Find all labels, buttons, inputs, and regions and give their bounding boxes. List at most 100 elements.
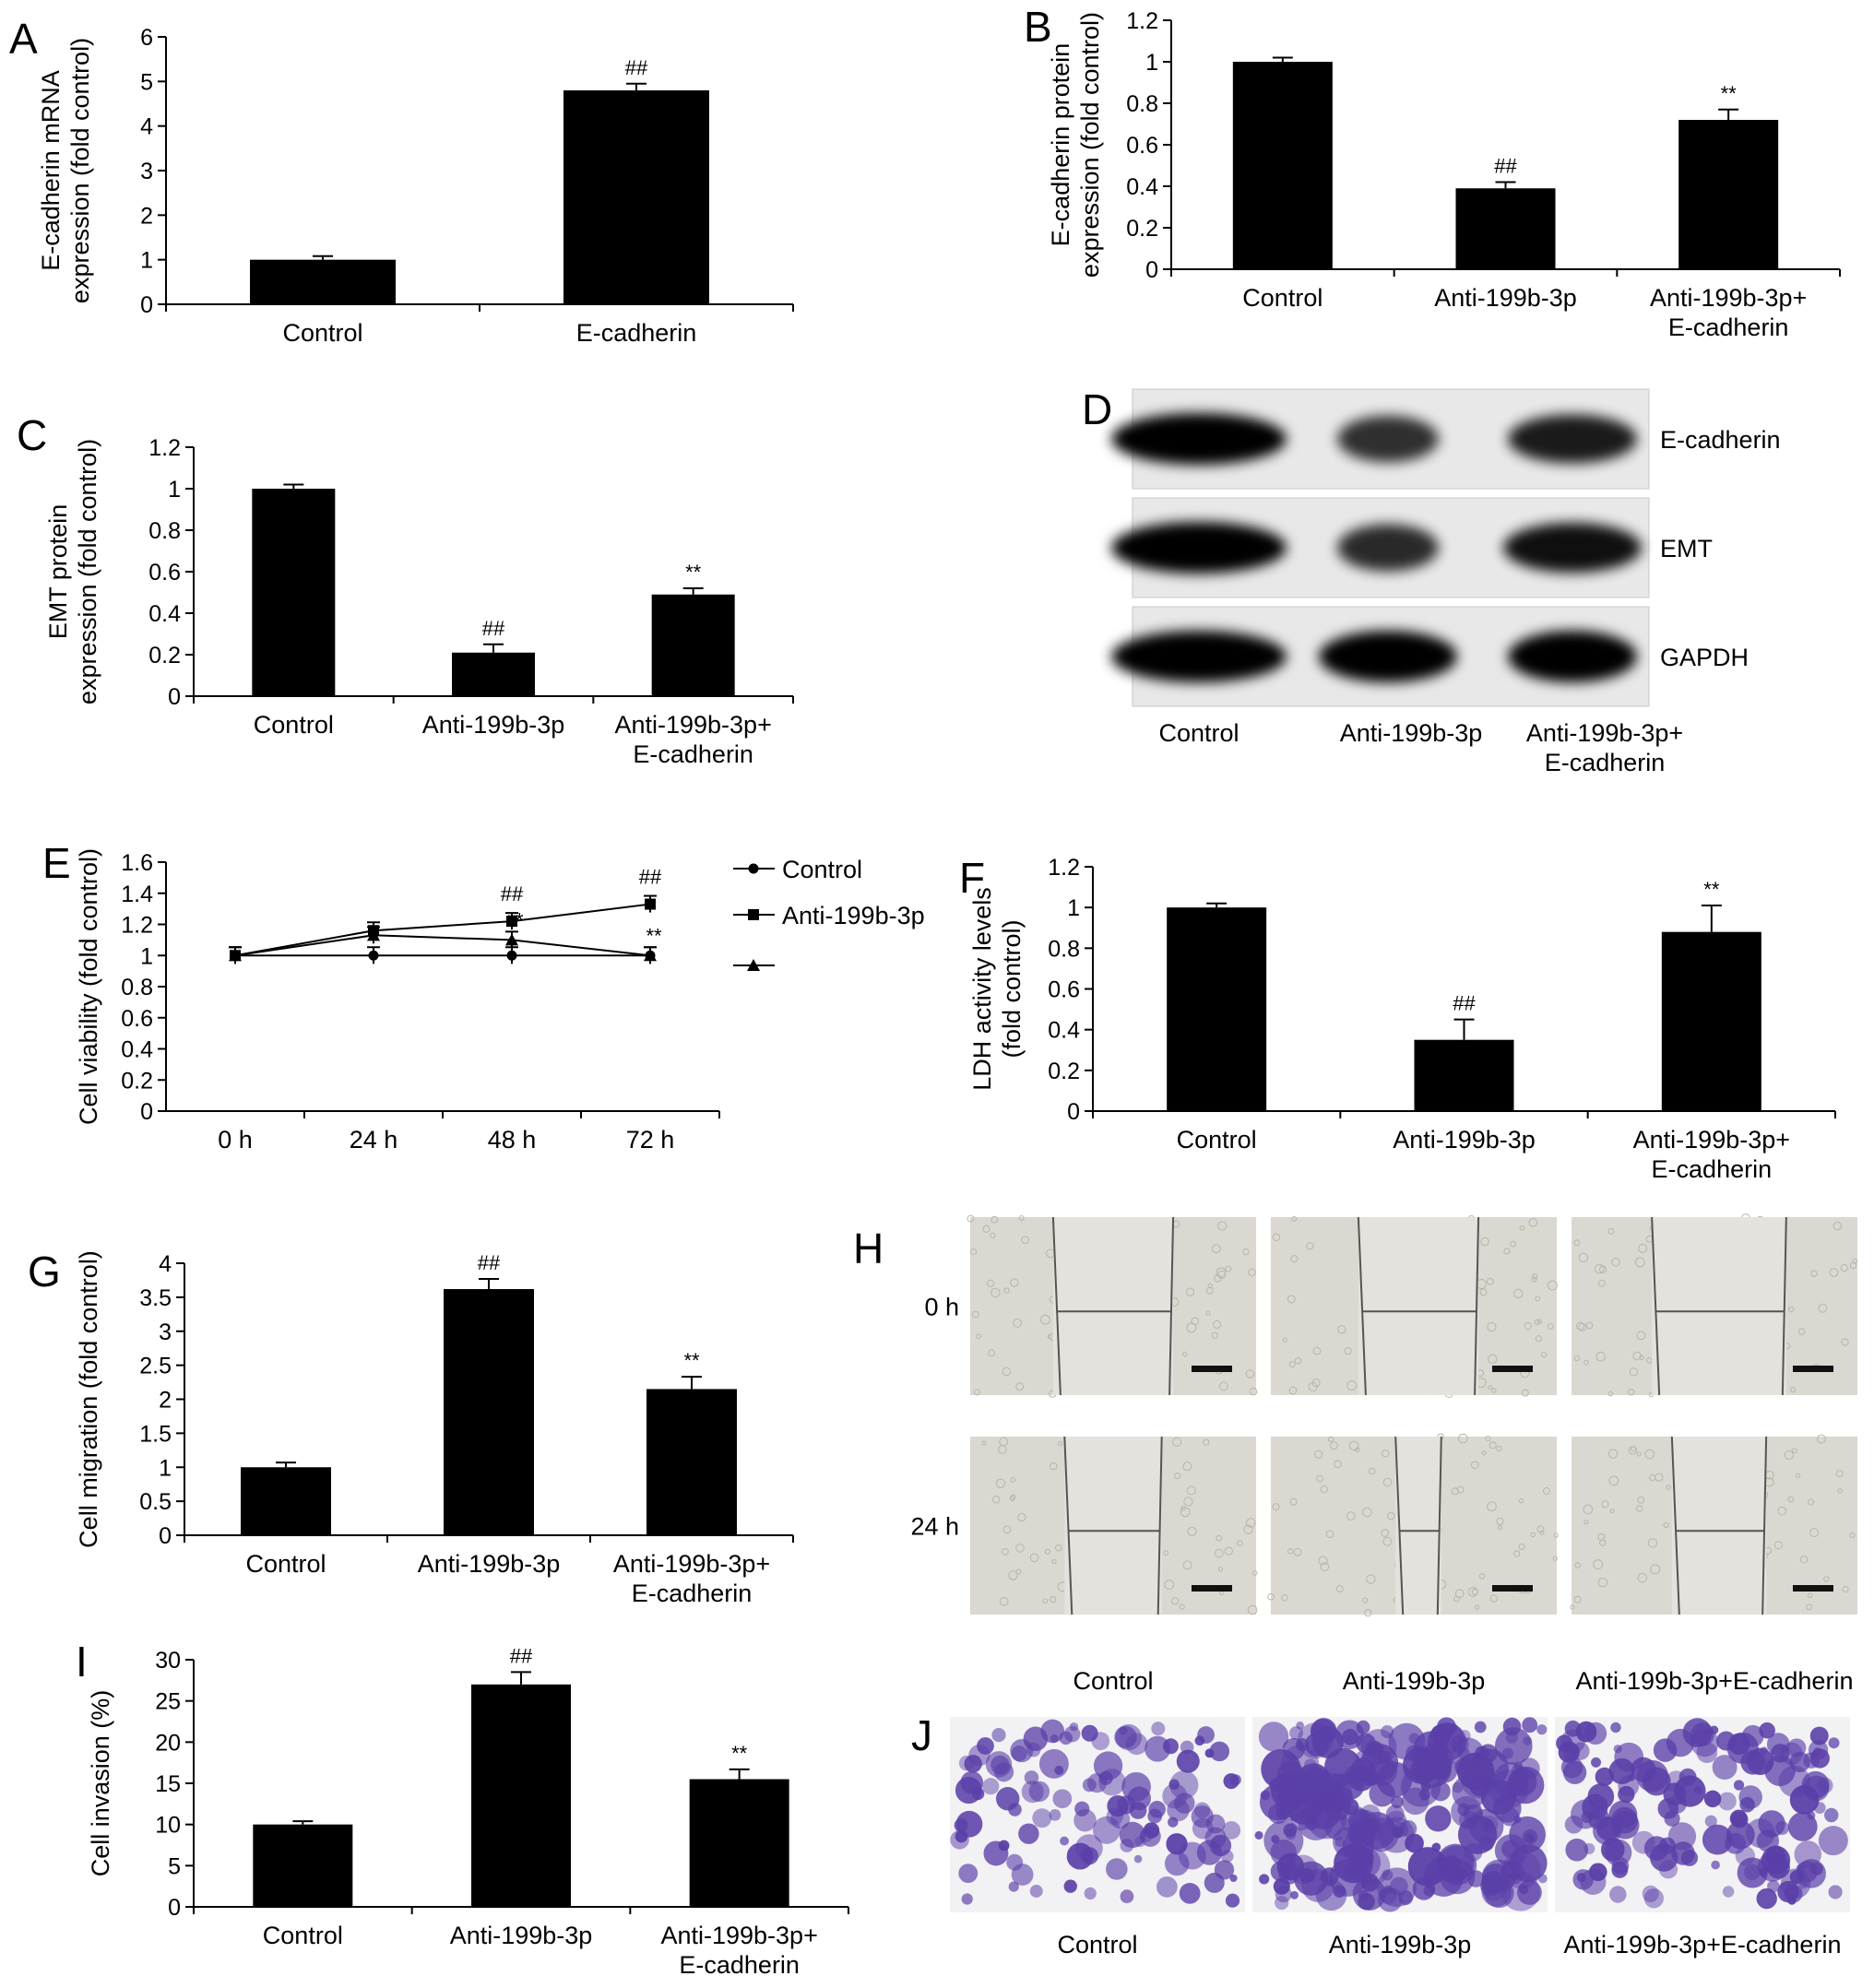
stained-cell [1334,1837,1346,1848]
stained-cell [1454,1757,1476,1778]
cell-outline [1491,1388,1497,1393]
bar [646,1389,737,1535]
cell-outline [1207,1283,1213,1289]
stained-cell [1156,1876,1178,1898]
wound-healing-panel: 0 h 24 h Control Anti-199b-3p Anti-199b-3p+E… [910,1213,1858,1695]
stained-cell [1176,1749,1200,1773]
stained-cell [1457,1746,1470,1759]
stained-cell [1342,1798,1359,1816]
bar [1167,907,1267,1111]
cell-outline [1777,1506,1787,1516]
significance-mark: ** [683,1349,700,1372]
stained-cell [1289,1726,1303,1741]
scale-bar [1192,1366,1232,1372]
cell-outline [1597,1578,1608,1588]
bar [1414,1039,1514,1111]
cell-outline [1287,1548,1294,1555]
cell-outline [1823,1576,1830,1582]
x-tick-label: 0 h [218,1126,253,1154]
cell-outline [1051,1558,1057,1565]
cell-outline [1481,1450,1487,1456]
cell-outline [1245,1369,1255,1379]
y-tick-label: 1 [140,943,153,969]
y-tick-label: 1.6 [121,850,153,876]
stained-cell [982,1778,1000,1795]
scale-bar [1793,1366,1833,1372]
cell-outline [1205,1310,1211,1316]
stained-cell [1711,1860,1720,1870]
cell-outline [1607,1227,1615,1235]
cell-outline [1837,1488,1843,1494]
stained-cell [1405,1833,1424,1853]
category-label: Anti-199b-3p+ [1633,1126,1790,1154]
stained-cell [1611,1862,1629,1878]
cell-outline [1628,1389,1635,1396]
cell-outline [1381,1529,1390,1537]
cell-outline [1644,1449,1655,1460]
cell-outline [1008,1570,1018,1580]
bar [250,259,396,304]
cell-outline [1044,1548,1051,1555]
stained-cell [1756,1887,1777,1910]
stained-cell [1824,1807,1839,1823]
y-axis-label: EMT protein [44,504,72,640]
cell-outline [1003,1287,1010,1294]
stained-cell [1828,1885,1843,1899]
stained-cell [1712,1755,1738,1781]
cell-outline [1810,1270,1818,1277]
stained-cell [1475,1745,1489,1760]
stained-cell [1180,1740,1194,1755]
y-tick-label: 0.4 [148,601,181,627]
y-tick-label: 1 [159,1455,172,1481]
stained-cell [1145,1735,1171,1762]
cell-outline [1017,1512,1026,1522]
cell-outline [1362,1597,1369,1603]
cell-outline [1513,1550,1521,1557]
cell-outline [1243,1524,1253,1534]
cell-outline [1288,1386,1298,1395]
cell-outline [1807,1592,1813,1598]
stained-cell [1657,1798,1679,1819]
cell-outline [1470,1461,1479,1470]
cell-outline [1532,1273,1538,1280]
stained-cell [1813,1802,1826,1814]
bar [241,1467,331,1535]
stained-cell [1303,1758,1317,1772]
stained-cell [1726,1820,1755,1850]
stained-cell [958,1755,975,1771]
cell-outline [1519,1225,1525,1231]
bar [252,489,336,696]
category-label: Anti-199b-3p [418,1550,561,1578]
cell-outline [999,1437,1009,1447]
stained-cell [1275,1886,1292,1903]
y-axis-label: E-cadherin protein [1047,43,1074,247]
y-tick-label: 0 [1145,257,1158,283]
stained-cell [1297,1722,1334,1759]
significance-mark: ## [482,617,505,640]
cell-outline [1574,1562,1581,1568]
y-axis-label: Cell viability (fold control) [75,848,102,1125]
stained-cell [1609,1886,1627,1903]
lane-label: Control [1158,719,1239,747]
cell-outline [1042,1598,1049,1604]
cell-outline [1334,1460,1342,1469]
cell-outline [1293,1547,1302,1556]
cell-outline [1607,1390,1614,1397]
cell-outline [1524,1321,1532,1331]
cell-outline [1835,1470,1844,1478]
cell-outline [1849,1261,1857,1270]
y-axis-label: (fold control) [998,919,1026,1058]
cell-outline [1050,1461,1058,1471]
cell-outline [1183,1497,1193,1507]
wound-gap [1671,1437,1767,1615]
cell-outline [1817,1434,1826,1444]
condition-label: Control [1073,1667,1153,1695]
x-tick-label: 48 h [488,1126,537,1154]
stained-cell [1060,1836,1070,1846]
stained-cell [1610,1722,1621,1734]
cell-outline [1335,1584,1344,1592]
stained-cell [1082,1778,1097,1793]
cell-outline [1636,1451,1642,1457]
y-tick-label: 1.2 [121,913,153,939]
y-tick-label: 0.2 [1126,216,1158,242]
